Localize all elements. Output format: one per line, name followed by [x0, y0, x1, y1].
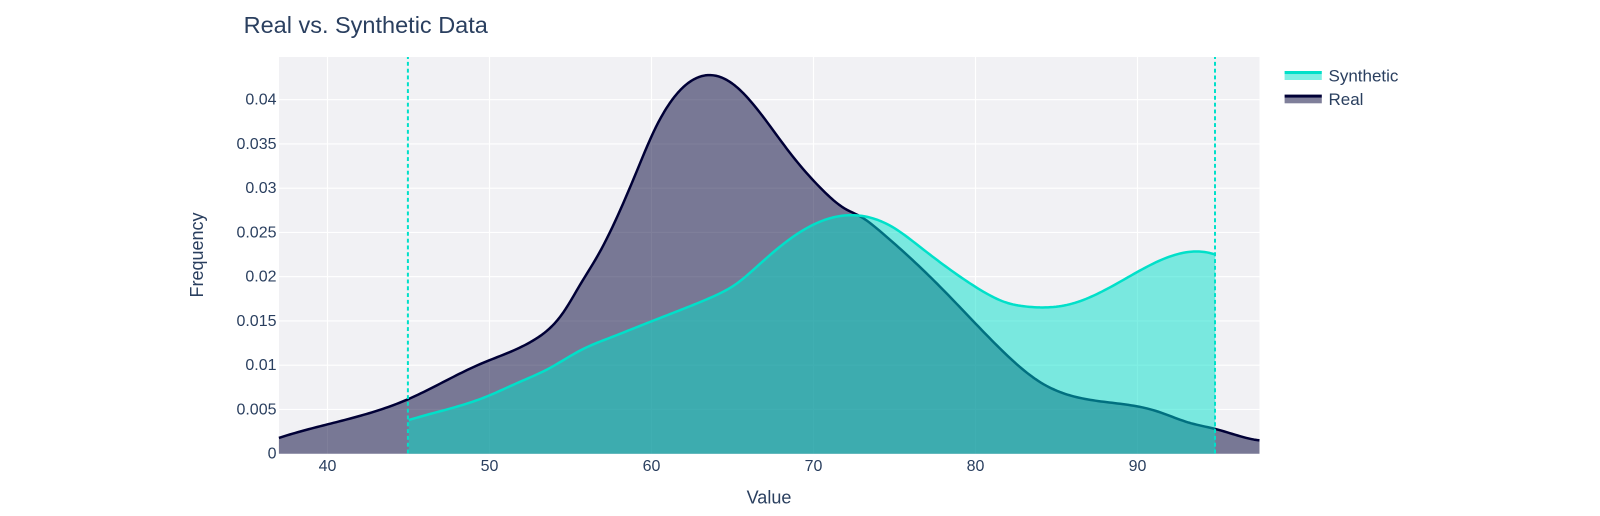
svg-text:50: 50: [481, 458, 499, 475]
svg-text:0.04: 0.04: [245, 92, 276, 109]
svg-text:Value: Value: [747, 488, 792, 508]
svg-text:0.035: 0.035: [236, 136, 276, 153]
svg-text:0: 0: [268, 446, 277, 463]
svg-text:0.005: 0.005: [236, 401, 276, 418]
svg-text:Real vs. Synthetic Data: Real vs. Synthetic Data: [244, 12, 489, 38]
svg-text:Synthetic: Synthetic: [1329, 67, 1399, 86]
svg-text:90: 90: [1129, 458, 1147, 475]
svg-text:Real: Real: [1329, 90, 1364, 109]
svg-text:60: 60: [643, 458, 661, 475]
svg-text:70: 70: [805, 458, 823, 475]
svg-text:Frequency: Frequency: [187, 212, 207, 297]
svg-text:0.01: 0.01: [245, 357, 276, 374]
svg-text:0.015: 0.015: [236, 313, 276, 330]
svg-text:80: 80: [967, 458, 985, 475]
svg-text:0.025: 0.025: [236, 224, 276, 241]
svg-text:0.03: 0.03: [245, 180, 276, 197]
svg-text:0.02: 0.02: [245, 269, 276, 286]
svg-text:40: 40: [319, 458, 337, 475]
